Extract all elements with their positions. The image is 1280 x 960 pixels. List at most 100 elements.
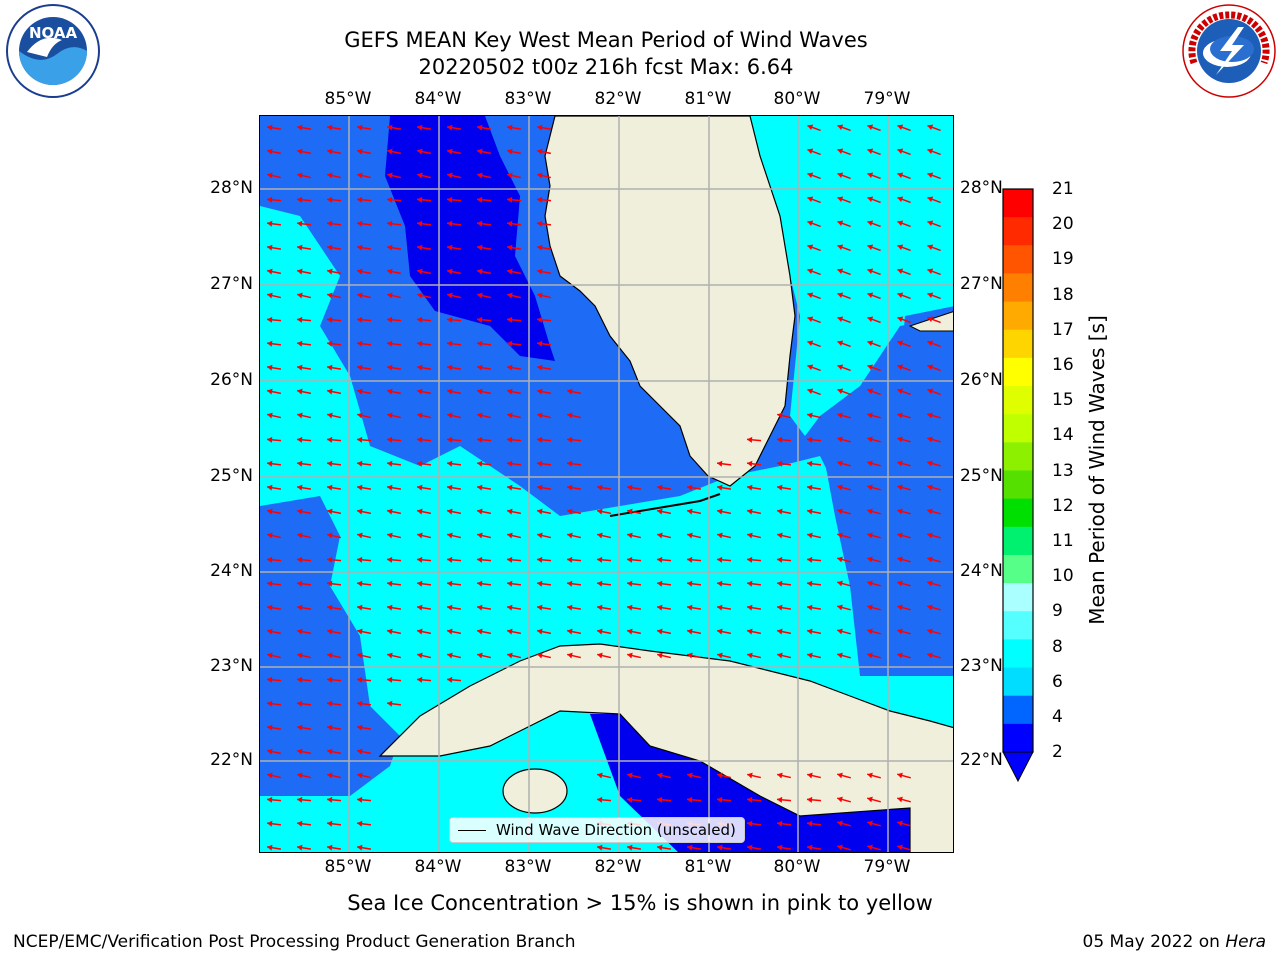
noaa-logo: NOAA: [2, 2, 104, 104]
wind-wave-arrow: [686, 796, 702, 803]
lat-label: 27°N: [960, 274, 1003, 294]
wind-wave-arrow: [326, 436, 342, 443]
wind-wave-arrow: [357, 292, 371, 299]
wind-wave-arrow: [897, 364, 911, 372]
wind-wave-arrow: [357, 532, 371, 539]
wind-wave-arrow: [326, 148, 342, 155]
wind-wave-arrow: [686, 580, 702, 587]
wind-wave-arrow: [506, 604, 522, 611]
wind-wave-arrow: [416, 604, 432, 611]
wind-wave-arrow: [867, 124, 881, 132]
wind-wave-arrow: [807, 388, 821, 396]
wind-wave-arrow: [687, 532, 701, 539]
wind-wave-arrow: [837, 580, 851, 587]
wind-wave-arrow: [897, 772, 911, 779]
wind-wave-arrow: [416, 220, 432, 227]
wind-wave-arrow: [867, 412, 881, 419]
wind-wave-arrow: [656, 484, 672, 491]
wind-wave-arrow: [506, 484, 522, 491]
wind-wave-arrow: [356, 820, 372, 827]
wind-wave-arrow: [386, 556, 402, 563]
wind-wave-arrow: [837, 460, 851, 467]
lon-label: 79°W: [863, 89, 911, 109]
wind-wave-arrow: [386, 220, 402, 227]
footer-date: 05 May 2022 on Hera: [1083, 932, 1267, 952]
lon-label: 81°W: [684, 857, 732, 877]
wind-wave-arrow: [927, 244, 941, 252]
wind-wave-arrow: [806, 460, 822, 467]
colorbar-cell: [1003, 498, 1033, 528]
wind-wave-arrow: [357, 412, 371, 419]
wind-wave-arrow: [356, 460, 372, 467]
wind-wave-arrow: [776, 580, 792, 587]
wind-wave-arrow: [326, 196, 342, 203]
wind-wave-arrow: [447, 532, 461, 539]
wind-wave-arrow: [297, 412, 311, 419]
wind-wave-arrow: [356, 340, 372, 347]
wind-wave-arrow: [477, 652, 491, 659]
wind-wave-arrow: [867, 268, 881, 276]
wind-wave-arrow: [386, 388, 402, 395]
wind-wave-arrow: [386, 124, 402, 131]
wind-wave-arrow: [897, 604, 911, 611]
colorbar-tick-label: 12: [1052, 495, 1074, 516]
wind-wave-arrow: [386, 676, 402, 683]
wind-wave-arrow: [927, 508, 941, 515]
wind-wave-arrow: [716, 460, 732, 467]
wind-wave-arrow: [476, 124, 492, 131]
wind-wave-arrow: [296, 316, 312, 323]
wind-wave-arrow: [296, 796, 312, 803]
wind-wave-arrow: [807, 196, 821, 204]
wind-wave-arrow: [897, 292, 911, 300]
wind-wave-arrow: [416, 196, 432, 203]
wind-wave-arrow: [447, 292, 461, 299]
colorbar-cell: [1003, 583, 1033, 612]
colorbar-cell: [1003, 301, 1033, 331]
wind-wave-arrow: [656, 580, 672, 587]
wind-wave-arrow: [867, 484, 881, 491]
wind-wave-arrow: [716, 580, 732, 587]
wind-wave-arrow: [867, 364, 881, 372]
colorbar-tick-label: 19: [1052, 249, 1074, 270]
wind-wave-arrow: [326, 124, 342, 131]
wind-wave-arrow: [746, 508, 762, 515]
wind-wave-arrow: [806, 628, 822, 635]
wind-wave-arrow: [657, 772, 671, 779]
wind-wave-arrow: [807, 220, 821, 228]
lon-label: 83°W: [504, 857, 552, 877]
wind-wave-arrow: [356, 268, 372, 275]
wind-wave-arrow: [446, 604, 462, 611]
wind-wave-arrow: [446, 196, 462, 203]
wind-wave-arrow: [327, 532, 341, 539]
wind-wave-arrow: [266, 820, 282, 827]
wind-wave-arrow: [806, 844, 822, 851]
wind-wave-arrow: [837, 556, 851, 563]
wind-wave-arrow: [867, 148, 881, 156]
wind-wave-arrow: [867, 340, 881, 348]
wind-wave-arrow: [567, 652, 581, 659]
wind-wave-arrow: [536, 580, 552, 587]
wind-wave-arrow: [476, 268, 492, 275]
wind-wave-arrow: [386, 628, 402, 635]
wind-wave-arrow: [356, 676, 372, 683]
wind-wave-arrow: [446, 580, 462, 587]
colorbar-cell: [1003, 414, 1033, 443]
wind-wave-arrow: [897, 628, 911, 635]
wind-wave-arrow: [867, 604, 881, 611]
wind-wave-arrow: [897, 820, 911, 827]
wind-wave-arrow: [356, 436, 372, 443]
wind-wave-arrow: [867, 172, 881, 180]
wind-wave-arrow: [806, 580, 822, 587]
wind-wave-arrow: [596, 484, 612, 491]
wind-wave-arrow: [626, 844, 642, 851]
wind-wave-arrow: [297, 772, 311, 779]
colorbar-tick-label: 11: [1052, 531, 1074, 551]
wind-wave-arrow: [867, 628, 881, 635]
colorbar: [1002, 188, 1034, 783]
lon-label: 80°W: [773, 89, 821, 109]
wind-wave-arrow: [897, 340, 911, 348]
legend-label: Wind Wave Direction (unscaled): [496, 821, 736, 839]
wind-wave-arrow: [806, 604, 822, 611]
wind-wave-arrow: [807, 244, 821, 252]
lon-label: 84°W: [414, 857, 462, 877]
